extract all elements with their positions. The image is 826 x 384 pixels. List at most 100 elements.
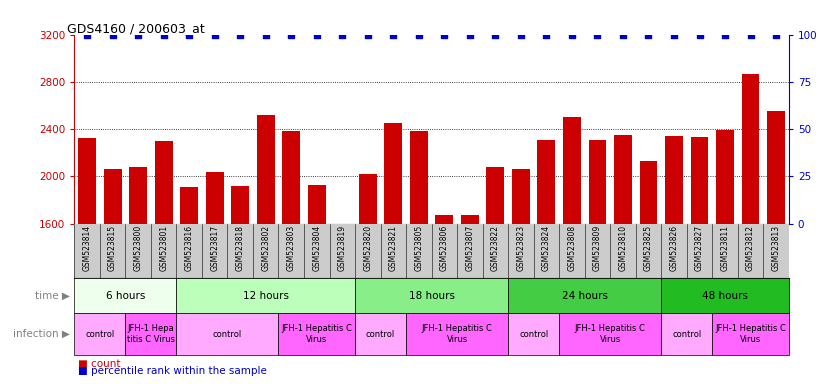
Point [234,31,247,38]
Bar [384,123,402,384]
Text: control: control [213,329,242,339]
Text: GSM523808: GSM523808 [567,225,577,271]
Text: GSM523817: GSM523817 [210,225,219,271]
Text: GSM523800: GSM523800 [134,225,143,271]
Bar [358,174,377,384]
Text: GSM523807: GSM523807 [465,225,474,271]
Bar [614,135,632,384]
Text: GSM523815: GSM523815 [108,225,117,271]
Text: GDS4160 / 200603_at: GDS4160 / 200603_at [67,22,205,35]
Text: GSM523810: GSM523810 [619,225,628,271]
Bar [74,313,126,355]
Point [438,31,451,38]
Text: infection ▶: infection ▶ [13,329,70,339]
Bar [206,172,224,384]
Bar [231,186,249,384]
Text: 48 hours: 48 hours [702,291,748,301]
Text: GSM523804: GSM523804 [312,225,321,271]
Text: GSM523823: GSM523823 [516,225,525,271]
Text: JFH-1 Hepa
titis C Virus: JFH-1 Hepa titis C Virus [127,324,175,344]
Text: GSM523816: GSM523816 [185,225,193,271]
Bar [334,223,351,384]
Bar [406,313,508,355]
Text: GSM523803: GSM523803 [287,225,296,271]
Bar [104,169,121,384]
Text: GSM523826: GSM523826 [670,225,678,271]
Text: 6 hours: 6 hours [106,291,145,301]
Text: GSM523814: GSM523814 [83,225,92,271]
Text: 18 hours: 18 hours [409,291,454,301]
Text: GSM523825: GSM523825 [644,225,653,271]
Text: 24 hours: 24 hours [562,291,608,301]
Text: GSM523818: GSM523818 [235,225,244,271]
Bar [435,215,453,384]
Point [412,31,425,38]
Bar [691,137,709,384]
Text: GSM523802: GSM523802 [261,225,270,271]
Point [515,31,528,38]
Text: control: control [519,329,548,339]
Text: JFH-1 Hepatitis C
Virus: JFH-1 Hepatitis C Virus [575,324,646,344]
Text: GSM523824: GSM523824 [542,225,551,271]
Bar [742,73,759,384]
Text: GSM523809: GSM523809 [593,225,602,271]
Bar [78,139,96,384]
Text: GSM523811: GSM523811 [720,225,729,271]
Text: GSM523801: GSM523801 [159,225,169,271]
Bar [662,278,789,313]
Point [616,31,629,38]
Text: GSM523820: GSM523820 [363,225,373,271]
Text: control: control [672,329,701,339]
Bar [512,169,529,384]
Text: GSM523819: GSM523819 [338,225,347,271]
Bar [716,130,734,384]
Text: GSM523822: GSM523822 [491,225,500,271]
Bar [563,117,581,384]
Bar [559,313,662,355]
Text: GSM523805: GSM523805 [415,225,424,271]
Point [387,31,400,38]
Point [106,31,119,38]
Point [693,31,706,38]
Bar [662,313,712,355]
Text: control: control [366,329,395,339]
Text: time ▶: time ▶ [36,291,70,301]
Point [131,31,145,38]
Text: GSM523827: GSM523827 [695,225,704,271]
Bar [767,111,785,384]
Text: ■ percentile rank within the sample: ■ percentile rank within the sample [78,366,268,376]
Point [285,31,298,38]
Point [642,31,655,38]
Point [463,31,477,38]
Point [719,31,732,38]
Point [259,31,273,38]
Bar [487,167,505,384]
Bar [74,278,177,313]
Bar [712,313,789,355]
Bar [177,313,278,355]
Text: control: control [85,329,115,339]
Point [335,31,349,38]
Text: GSM523813: GSM523813 [771,225,781,271]
Point [157,31,170,38]
Bar [538,140,555,384]
Bar [282,131,300,384]
Point [489,31,502,38]
Point [208,31,221,38]
Text: ■ count: ■ count [78,359,121,369]
Bar [257,115,275,384]
Point [80,31,93,38]
Text: 12 hours: 12 hours [243,291,289,301]
Point [770,31,783,38]
Bar [665,136,683,384]
Text: JFH-1 Hepatitis C
Virus: JFH-1 Hepatitis C Virus [715,324,786,344]
Text: JFH-1 Hepatitis C
Virus: JFH-1 Hepatitis C Virus [282,324,352,344]
Bar [508,313,559,355]
Bar [508,278,662,313]
Point [667,31,681,38]
Bar [355,278,508,313]
Point [744,31,757,38]
Bar [126,313,177,355]
Bar [177,278,355,313]
Bar [461,215,479,384]
